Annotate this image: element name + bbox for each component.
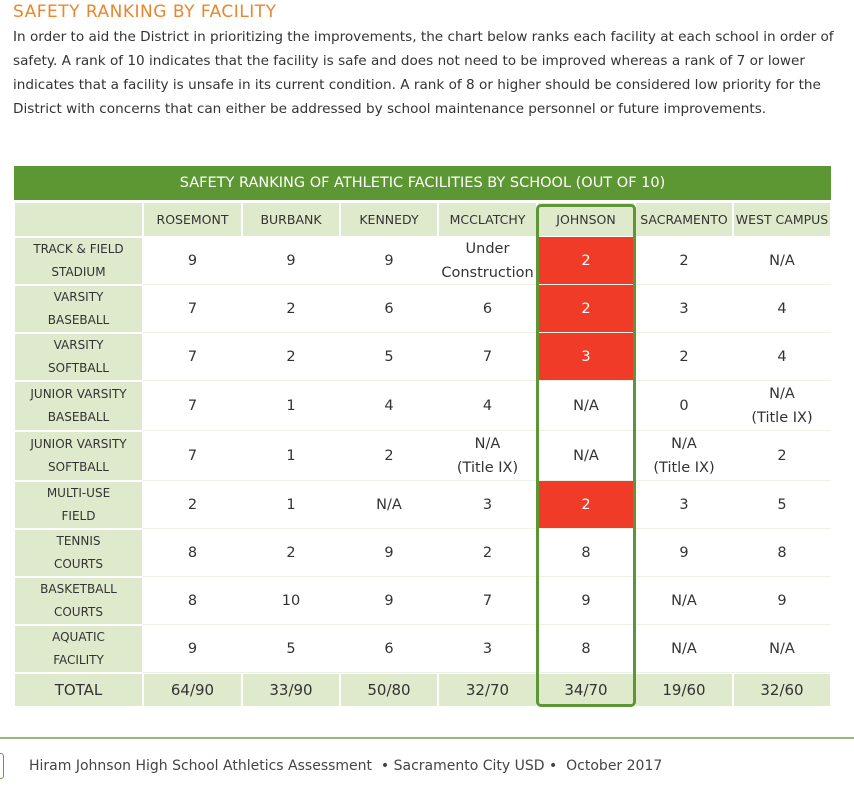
ranking-cell: 2: [242, 333, 340, 381]
ranking-cell: 8: [143, 577, 242, 625]
total-cell: 19/60: [635, 673, 733, 707]
footer-marker: [0, 753, 4, 779]
ranking-cell: 3: [635, 285, 733, 333]
column-header: KENNEDY: [340, 202, 438, 237]
row-label: JUNIOR VARSITY BASEBALL: [14, 381, 143, 431]
ranking-cell: 5: [340, 333, 438, 381]
ranking-cell: N/A: [340, 481, 438, 529]
ranking-cell: 2: [242, 285, 340, 333]
footer-rule: [0, 737, 854, 739]
total-cell: 34/70: [537, 673, 635, 707]
row-label: BASKETBALL COURTS: [14, 577, 143, 625]
ranking-cell: 4: [733, 285, 831, 333]
ranking-cell: 7: [143, 285, 242, 333]
ranking-cell: 9: [340, 577, 438, 625]
ranking-cell: N/A: [635, 577, 733, 625]
total-cell: 50/80: [340, 673, 438, 707]
corner-cell: [14, 202, 143, 237]
row-label: TENNIS COURTS: [14, 529, 143, 577]
ranking-cell: 8: [143, 529, 242, 577]
ranking-cell: 9: [340, 529, 438, 577]
ranking-cell: N/A: [733, 625, 831, 673]
column-header: SACRAMENTO: [635, 202, 733, 237]
ranking-cell: 5: [242, 625, 340, 673]
ranking-cell: 2: [242, 529, 340, 577]
ranking-cell: 7: [438, 333, 537, 381]
row-label: TOTAL: [14, 673, 143, 707]
ranking-cell: 9: [537, 577, 635, 625]
ranking-cell: 2: [340, 431, 438, 481]
ranking-cell: 7: [143, 333, 242, 381]
ranking-cell: N/A (Title IX): [438, 431, 537, 481]
ranking-cell: 9: [242, 237, 340, 285]
ranking-cell: 7: [438, 577, 537, 625]
total-cell: 32/70: [438, 673, 537, 707]
ranking-cell: N/A: [537, 431, 635, 481]
ranking-cell: 2: [438, 529, 537, 577]
ranking-cell: 3: [438, 481, 537, 529]
row-label: TRACK & FIELD STADIUM: [14, 237, 143, 285]
section-title: SAFETY RANKING BY FACILITY: [13, 2, 277, 22]
ranking-cell: N/A: [635, 625, 733, 673]
column-header: ROSEMONT: [143, 202, 242, 237]
ranking-cell: 1: [242, 481, 340, 529]
ranking-cell: 9: [635, 529, 733, 577]
row-label: JUNIOR VARSITY SOFTBALL: [14, 431, 143, 481]
total-cell: 32/60: [733, 673, 831, 707]
column-header: WEST CAMPUS: [733, 202, 831, 237]
ranking-cell: 2: [635, 333, 733, 381]
row-label: VARSITY BASEBALL: [14, 285, 143, 333]
ranking-cell: 5: [733, 481, 831, 529]
ranking-cell: 2: [537, 237, 635, 285]
column-header: JOHNSON: [537, 202, 635, 237]
ranking-cell: 1: [242, 381, 340, 431]
ranking-cell: 1: [242, 431, 340, 481]
ranking-cell: 8: [733, 529, 831, 577]
ranking-cell: 2: [733, 431, 831, 481]
total-cell: 64/90: [143, 673, 242, 707]
ranking-cell: 8: [537, 529, 635, 577]
ranking-cell: N/A: [733, 237, 831, 285]
row-label: VARSITY SOFTBALL: [14, 333, 143, 381]
ranking-cell: 3: [438, 625, 537, 673]
ranking-cell: 6: [438, 285, 537, 333]
ranking-cell: 8: [537, 625, 635, 673]
ranking-cell: 4: [438, 381, 537, 431]
ranking-cell: 2: [537, 481, 635, 529]
ranking-cell: 6: [340, 625, 438, 673]
ranking-cell: 7: [143, 381, 242, 431]
total-cell: 33/90: [242, 673, 340, 707]
ranking-cell: 3: [635, 481, 733, 529]
ranking-cell: 10: [242, 577, 340, 625]
column-highlight: [536, 204, 636, 707]
ranking-cell: N/A (Title IX): [733, 381, 831, 431]
ranking-cell: 2: [143, 481, 242, 529]
ranking-cell: 9: [143, 237, 242, 285]
ranking-cell: 6: [340, 285, 438, 333]
ranking-cell: 3: [537, 333, 635, 381]
ranking-cell: 4: [733, 333, 831, 381]
ranking-cell: Under Construction: [438, 237, 537, 285]
ranking-cell: 4: [340, 381, 438, 431]
row-label: AQUATIC FACILITY: [14, 625, 143, 673]
ranking-cell: 7: [143, 431, 242, 481]
ranking-cell: 0: [635, 381, 733, 431]
footer-text: Hiram Johnson High School Athletics Asse…: [29, 758, 663, 774]
ranking-cell: 9: [340, 237, 438, 285]
table-title: SAFETY RANKING OF ATHLETIC FACILITIES BY…: [14, 166, 831, 200]
ranking-cell: 2: [635, 237, 733, 285]
column-header: MCCLATCHY: [438, 202, 537, 237]
ranking-cell: 9: [143, 625, 242, 673]
ranking-cell: 2: [537, 285, 635, 333]
ranking-cell: N/A (Title IX): [635, 431, 733, 481]
row-label: MULTI-USE FIELD: [14, 481, 143, 529]
ranking-cell: N/A: [537, 381, 635, 431]
column-header: BURBANK: [242, 202, 340, 237]
ranking-cell: 9: [733, 577, 831, 625]
intro-paragraph: In order to aid the District in prioriti…: [13, 29, 834, 117]
